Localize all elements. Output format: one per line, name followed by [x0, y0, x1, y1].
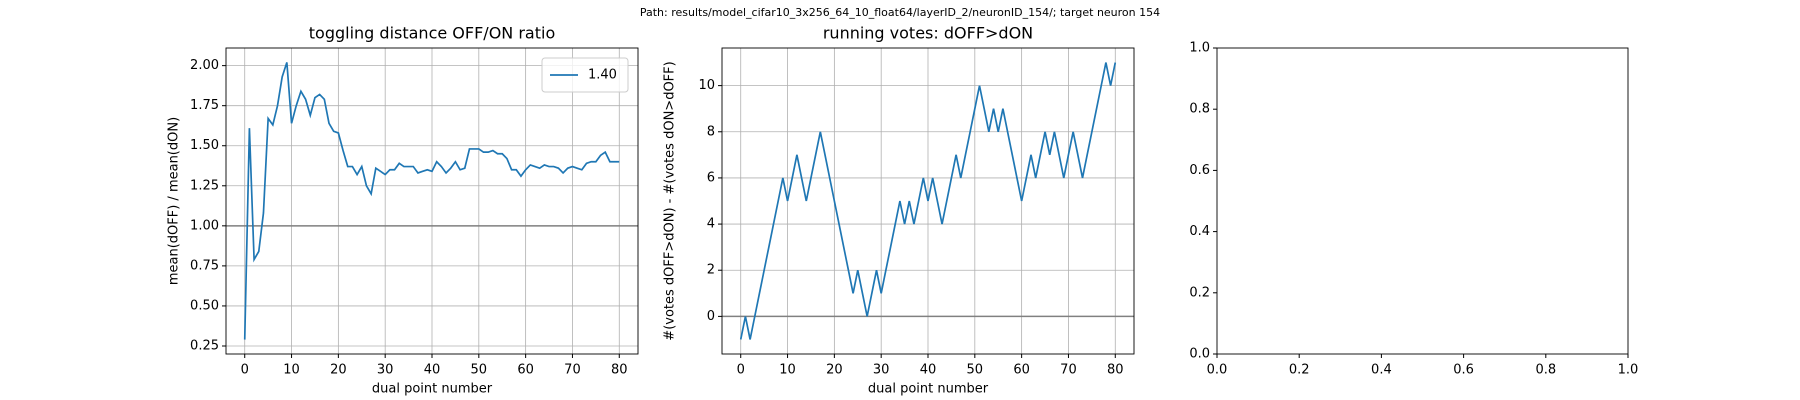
- y-tick-label: 2.00: [190, 58, 219, 73]
- x-tick-label: 80: [611, 363, 628, 378]
- y-tick-label: 0.4: [1189, 224, 1210, 239]
- y-tick-label: 6: [707, 170, 715, 185]
- y-tick-label: 0.25: [190, 338, 219, 353]
- x-tick-label: 40: [920, 363, 937, 378]
- axes-frame: [225, 47, 639, 355]
- x-axis-label: dual point number: [372, 382, 493, 397]
- x-tick-label: 0.4: [1371, 363, 1392, 378]
- axes-frame: [721, 47, 1135, 355]
- y-tick-label: 0.8: [1189, 102, 1210, 117]
- x-tick-label: 50: [471, 363, 488, 378]
- x-tick-label: 10: [779, 363, 796, 378]
- x-tick-label: 0.0: [1207, 363, 1228, 378]
- x-tick-label: 50: [967, 363, 984, 378]
- y-tick-label: 0.2: [1189, 285, 1210, 300]
- y-axis-label: #(votes dOFF>dON) - #(votes dON>dOFF): [663, 61, 678, 340]
- y-tick-label: 0.6: [1189, 163, 1210, 178]
- y-tick-label: 1.25: [190, 178, 219, 193]
- y-tick-label: 0: [707, 309, 715, 324]
- y-tick-label: 0.0: [1189, 347, 1210, 362]
- x-tick-label: 30: [873, 363, 890, 378]
- y-axis-label: mean(dOFF) / mean(dON): [167, 117, 182, 285]
- x-tick-label: 20: [330, 363, 347, 378]
- legend-box: [541, 57, 629, 93]
- y-tick-label: 1.50: [190, 138, 219, 153]
- y-tick-label: 1.00: [190, 218, 219, 233]
- chart-title: running votes: dOFF>dON: [823, 24, 1033, 43]
- y-tick-label: 1.75: [190, 98, 219, 113]
- y-tick-label: 1.0: [1189, 41, 1210, 56]
- x-tick-label: 40: [424, 363, 441, 378]
- x-tick-label: 60: [517, 363, 534, 378]
- x-tick-label: 1.0: [1618, 363, 1639, 378]
- x-tick-label: 70: [564, 363, 581, 378]
- x-tick-label: 0: [737, 363, 745, 378]
- data-line: [739, 62, 1117, 340]
- y-tick-label: 8: [707, 124, 715, 139]
- x-tick-label: 20: [826, 363, 843, 378]
- y-tick-label: 0.50: [190, 298, 219, 313]
- x-tick-label: 80: [1107, 363, 1124, 378]
- y-tick-label: 0.75: [190, 258, 219, 273]
- y-tick-label: 4: [707, 217, 715, 232]
- y-tick-label: 10: [698, 78, 715, 93]
- x-tick-label: 70: [1060, 363, 1077, 378]
- x-tick-label: 0.8: [1535, 363, 1556, 378]
- x-tick-label: 0.6: [1453, 363, 1474, 378]
- data-line: [243, 62, 620, 340]
- x-tick-label: 30: [377, 363, 394, 378]
- x-axis-label: dual point number: [868, 382, 989, 397]
- legend-label: 1.40: [588, 68, 617, 83]
- y-tick-label: 2: [707, 263, 715, 278]
- chart-title: toggling distance OFF/ON ratio: [309, 24, 555, 43]
- axes-frame: [1216, 47, 1629, 355]
- x-tick-label: 0.2: [1289, 363, 1310, 378]
- figure-title: Path: results/model_cifar10_3x256_64_10_…: [640, 6, 1160, 19]
- x-tick-label: 60: [1013, 363, 1030, 378]
- x-tick-label: 10: [283, 363, 300, 378]
- x-tick-label: 0: [241, 363, 249, 378]
